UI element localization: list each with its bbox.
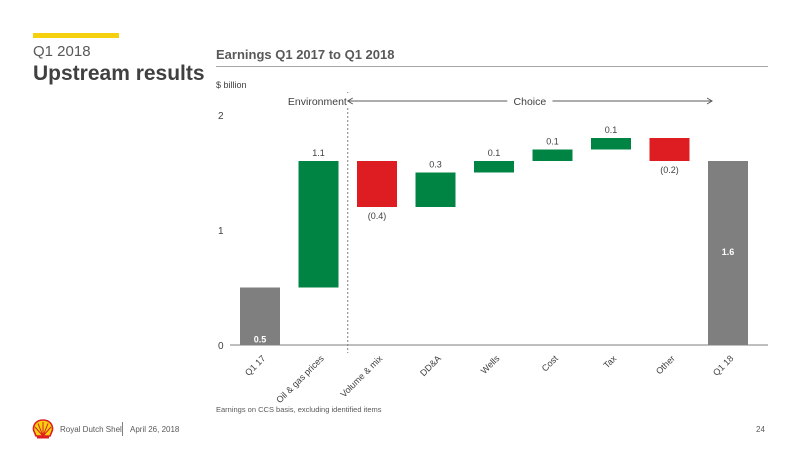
bar bbox=[474, 161, 514, 173]
footer-date: April 26, 2018 bbox=[130, 425, 180, 434]
page-title: Upstream results bbox=[33, 62, 205, 85]
bar bbox=[532, 149, 573, 161]
bar bbox=[240, 287, 280, 345]
chart-title: Earnings Q1 2017 to Q1 2018 bbox=[216, 47, 395, 62]
x-tick-label: Other bbox=[654, 353, 677, 376]
group-label-bg bbox=[279, 93, 356, 107]
x-tick-label: Volume & mix bbox=[338, 353, 384, 399]
unit-label: $ billion bbox=[216, 80, 247, 90]
y-tick-label: 1 bbox=[218, 226, 224, 237]
x-tick-label: Tax bbox=[601, 353, 618, 370]
data-label: 0.1 bbox=[546, 137, 559, 147]
bar bbox=[298, 161, 339, 288]
data-label: 0.3 bbox=[429, 160, 442, 170]
x-tick-label: Q1 17 bbox=[243, 353, 267, 377]
accent-bar bbox=[33, 33, 119, 38]
bar bbox=[708, 161, 748, 345]
bar bbox=[357, 161, 397, 207]
data-label: 0.5 bbox=[254, 334, 267, 344]
arrow-head-icon bbox=[706, 97, 713, 105]
data-label: (0.4) bbox=[368, 211, 387, 221]
bar bbox=[649, 138, 690, 161]
shell-logo-icon bbox=[32, 419, 54, 439]
bar bbox=[591, 138, 631, 150]
data-label: (0.2) bbox=[660, 165, 679, 175]
y-tick-label: 2 bbox=[218, 111, 224, 122]
data-label: 1.1 bbox=[312, 148, 325, 158]
data-label: 0.1 bbox=[488, 148, 501, 158]
x-tick-label: Wells bbox=[479, 353, 502, 376]
x-tick-label: Oil & gas prices bbox=[274, 353, 326, 405]
footer-company: Royal Dutch Shell bbox=[60, 425, 124, 434]
x-tick-label: Q1 18 bbox=[711, 353, 735, 377]
group-label: Choice bbox=[514, 96, 547, 108]
bar bbox=[415, 172, 456, 207]
period-label: Q1 2018 bbox=[33, 43, 91, 60]
data-label: 1.6 bbox=[722, 247, 735, 257]
x-tick-label: DD&A bbox=[418, 353, 443, 378]
y-tick-label: 0 bbox=[218, 341, 224, 352]
title-divider bbox=[216, 66, 768, 67]
arrow-head-icon bbox=[346, 97, 354, 105]
group-label-bg bbox=[507, 93, 553, 107]
x-tick-label: Cost bbox=[540, 353, 561, 374]
page-number: 24 bbox=[756, 425, 765, 434]
footer-divider bbox=[122, 422, 123, 436]
footnote: Earnings on CCS basis, excluding identif… bbox=[216, 405, 382, 414]
group-label: Environment bbox=[288, 96, 347, 108]
data-label: 0.1 bbox=[605, 125, 618, 135]
